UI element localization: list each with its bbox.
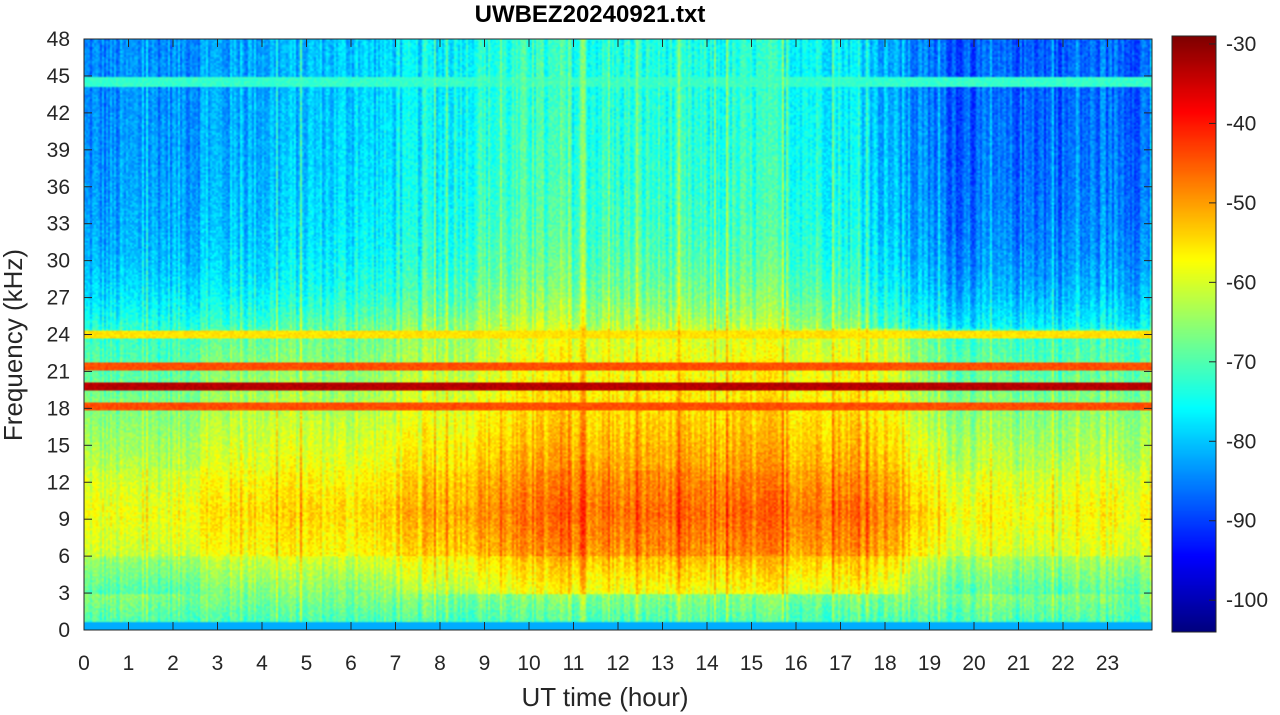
y-tick-label: 3	[58, 582, 70, 605]
x-tick-label: 17	[829, 652, 852, 675]
x-tick-label: 2	[167, 652, 179, 675]
x-tick-label: 13	[651, 652, 674, 675]
y-tick-label: 9	[58, 508, 70, 531]
y-tick-label: 33	[47, 213, 70, 236]
x-tick-label: 6	[345, 652, 357, 675]
y-tick-label: 18	[47, 397, 70, 420]
x-tick-label: 15	[740, 652, 763, 675]
y-tick-label: 12	[47, 471, 70, 494]
colorbar-tick-label: -100	[1226, 589, 1268, 612]
y-tick-label: 39	[47, 139, 70, 162]
colorbar-tick-label: -30	[1226, 33, 1256, 56]
x-tick-label: 12	[606, 652, 629, 675]
colorbar-tick-label: -80	[1226, 430, 1256, 453]
colorbar-tick-label: -50	[1226, 192, 1256, 215]
x-tick-label: 22	[1051, 652, 1074, 675]
colorbar: -100 -90 -80 -70 -60 -50 -40 -30	[1171, 33, 1268, 633]
x-tick-label: 21	[1007, 652, 1030, 675]
y-tick-label: 45	[47, 65, 70, 88]
colorbar-tick-label: -40	[1226, 112, 1256, 135]
y-tick-label: 36	[47, 176, 70, 199]
x-tick-label: 11	[563, 652, 585, 675]
x-tick-label: 14	[695, 652, 719, 675]
colorbar-gradient	[1172, 36, 1216, 632]
y-tick-label: 30	[47, 250, 70, 273]
colorbar-frame	[1171, 35, 1217, 633]
chart-title: UWBEZ20240921.txt	[475, 1, 706, 28]
y-tick-label: 24	[47, 324, 71, 347]
colorbar-ticks: -100 -90 -80 -70 -60 -50 -40 -30	[1209, 33, 1268, 612]
colorbar-tick-label: -70	[1226, 351, 1256, 374]
x-tick-label: 19	[918, 652, 941, 675]
x-axis-label: UT time (hour)	[521, 682, 688, 712]
x-tick-label: 7	[390, 652, 402, 675]
x-tick-label: 10	[517, 652, 540, 675]
y-axis-label: Frequency (kHz)	[0, 249, 28, 441]
x-tick-label: 8	[434, 652, 446, 675]
x-tick-label: 4	[256, 652, 268, 675]
y-tick-label: 15	[47, 434, 70, 457]
x-tick-label: 5	[301, 652, 313, 675]
y-tick-label: 42	[47, 102, 70, 125]
y-tick-label: 21	[47, 360, 70, 383]
x-tick-label: 18	[873, 652, 896, 675]
spectrogram-plot-area	[83, 38, 1153, 631]
colorbar-tick-label: -60	[1226, 271, 1256, 294]
y-tick-label: 27	[47, 287, 70, 310]
x-tick-label: 0	[78, 652, 90, 675]
x-tick-label: 23	[1096, 652, 1119, 675]
y-tick-label: 48	[47, 28, 70, 51]
x-tick-label: 9	[479, 652, 491, 675]
x-tick-label: 20	[962, 652, 985, 675]
y-tick-label: 0	[58, 619, 70, 642]
x-tick-label: 3	[212, 652, 224, 675]
colorbar-tick-label: -90	[1226, 510, 1256, 533]
spectrogram-heatmap	[84, 39, 1152, 630]
x-tick-label: 16	[784, 652, 807, 675]
x-tick-label: 1	[123, 652, 135, 675]
x-axis: 0 1 2 3 4 5 6 7 8 9 10 11 12 13 14 15 16 17 18 19 20 21 22 23	[78, 39, 1119, 675]
y-tick-label: 6	[58, 545, 70, 568]
